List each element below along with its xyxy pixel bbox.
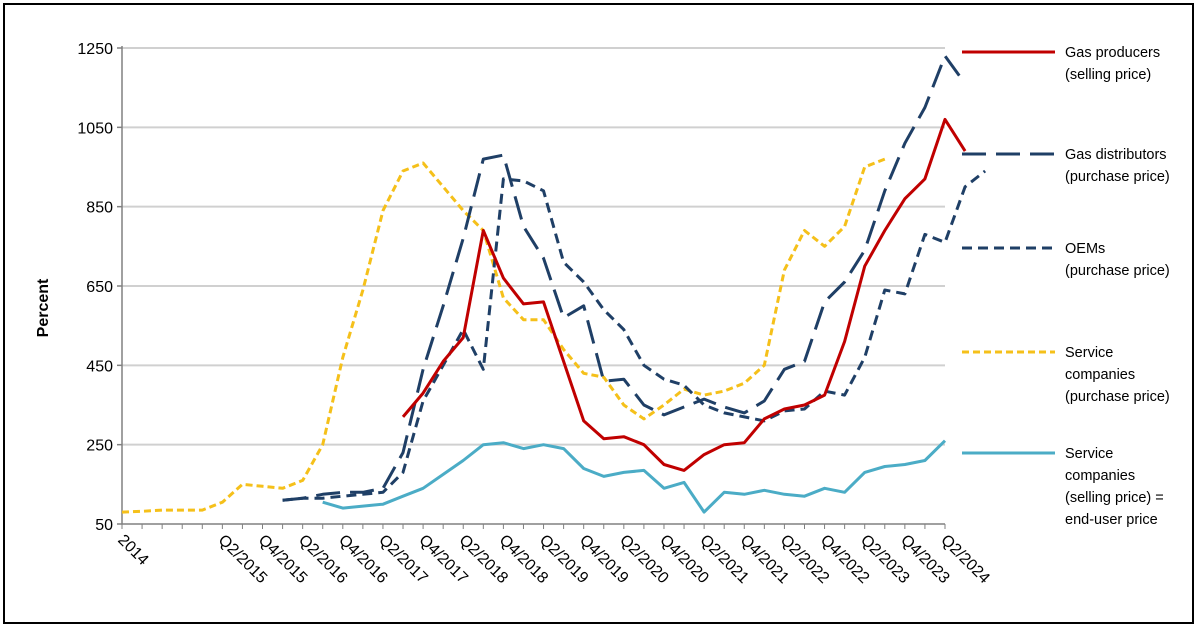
series-lines [121, 54, 987, 514]
legend-label-0: Gas producers [1065, 45, 1160, 61]
legend-label-1: Gas distributors [1065, 147, 1167, 163]
y-tick-label: 250 [86, 438, 113, 455]
y-tick-label: 450 [86, 358, 113, 375]
y-tick-label: 50 [95, 517, 113, 534]
legend: Gas producers (selling price) Gas distribu… [962, 45, 1170, 528]
x-tick-label: 2014 [114, 532, 151, 569]
y-tick-labels: 50 250 450 650 850 1050 1250 [77, 41, 113, 534]
chart-frame [3, 3, 1194, 624]
legend-label-3: companies [1065, 367, 1135, 383]
y-tick-label: 650 [86, 279, 113, 296]
legend-label-2: OEMs [1065, 241, 1105, 257]
legend-label-1: (purchase price) [1065, 169, 1170, 185]
y-tick-label: 1250 [77, 41, 113, 58]
legend-label-4: companies [1065, 468, 1135, 484]
gridlines [122, 47, 945, 446]
y-tick-label: 850 [86, 200, 113, 217]
y-tick-label: 1050 [77, 120, 113, 137]
axes [117, 46, 946, 529]
series-line-1 [282, 54, 967, 502]
series-line-4 [322, 439, 947, 514]
series-line-0 [401, 117, 967, 472]
x-tick-labels: 2014 Q2/2015Q4/2015Q2/2016Q4/2016Q2/2017Q… [114, 532, 992, 587]
legend-label-4: end-user price [1065, 512, 1158, 528]
series-line-3 [121, 157, 886, 514]
legend-label-3: Service [1065, 345, 1113, 361]
legend-label-0: (selling price) [1065, 67, 1151, 83]
y-axis-label: Percent [35, 278, 52, 337]
legend-label-2: (purchase price) [1065, 263, 1170, 279]
series-line-2 [282, 169, 987, 502]
legend-label-3: (purchase price) [1065, 389, 1170, 405]
legend-label-4: Service [1065, 446, 1113, 462]
legend-label-4: (selling price) = [1065, 490, 1164, 506]
